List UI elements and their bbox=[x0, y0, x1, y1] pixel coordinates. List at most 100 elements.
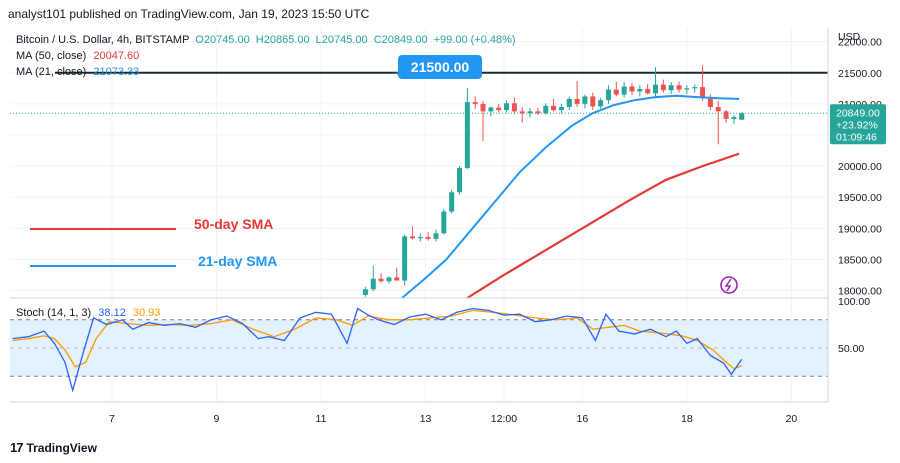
symbol-name: Bitcoin / U.S. Dollar, 4h, BITSTAMP bbox=[16, 34, 190, 46]
stoch-tick-label: 100.00 bbox=[838, 296, 870, 308]
moving-averages bbox=[401, 94, 740, 299]
y-tick-label: 19000.00 bbox=[838, 223, 882, 235]
candle-up bbox=[566, 98, 572, 108]
candle-down bbox=[613, 89, 619, 95]
candle-down bbox=[425, 237, 431, 239]
x-tick-label: 18 bbox=[681, 413, 693, 425]
candle-up bbox=[637, 88, 643, 92]
sma21-annotation: 21-day SMA bbox=[198, 253, 277, 269]
stochastic-pane bbox=[10, 307, 828, 393]
ma50-value: 20047.60 bbox=[93, 50, 140, 62]
ohlc-high: H20865.00 bbox=[255, 34, 310, 46]
candle-down bbox=[590, 96, 596, 107]
stoch-d-value: 30.93 bbox=[132, 307, 161, 319]
candle-down bbox=[676, 85, 682, 90]
candle-up bbox=[582, 96, 588, 104]
candle-up bbox=[653, 84, 659, 94]
candle-up bbox=[457, 167, 463, 193]
candle-down bbox=[480, 103, 486, 112]
candle-down bbox=[394, 277, 400, 281]
candle-up bbox=[558, 107, 564, 111]
candle-down bbox=[535, 111, 541, 114]
stoch-legend: Stoch (14, 1, 3) 38.12 30.93 bbox=[16, 307, 160, 319]
level-badge bbox=[398, 55, 482, 79]
y-tick-label: 18500.00 bbox=[838, 254, 882, 266]
candle-up bbox=[402, 236, 408, 281]
stoch-label: Stoch (14, 1, 3) bbox=[16, 307, 92, 319]
candle-up bbox=[739, 113, 745, 120]
price-tag-countdown: 01:09:46 bbox=[836, 131, 877, 143]
x-tick-label: 16 bbox=[576, 413, 588, 425]
candle-up bbox=[370, 278, 376, 290]
x-tick-label: 20 bbox=[786, 413, 798, 425]
alert-bolt-icon bbox=[724, 278, 732, 292]
candle-up bbox=[543, 105, 549, 114]
candle-up bbox=[504, 103, 510, 111]
symbol-legend: Bitcoin / U.S. Dollar, 4h, BITSTAMP O207… bbox=[16, 34, 516, 46]
candle-down bbox=[519, 111, 525, 114]
stoch-d-line bbox=[12, 309, 743, 370]
y-tick-label: 20000.00 bbox=[838, 161, 882, 173]
price-tag bbox=[830, 104, 886, 145]
candle-down bbox=[629, 86, 635, 92]
tradingview-logo[interactable]: 17 TradingView bbox=[10, 440, 97, 455]
candle-down bbox=[511, 103, 517, 112]
x-tick-label: 13 bbox=[420, 413, 432, 425]
candle-down bbox=[378, 278, 384, 282]
ma50-line bbox=[466, 152, 740, 299]
stoch-tick-label: 50.00 bbox=[838, 343, 864, 355]
candle-down bbox=[496, 107, 502, 111]
ma50-label: MA (50, close) bbox=[16, 50, 87, 62]
annotations: 21500.00 50-day SMA 21-day SMA 20849.00+23.… bbox=[10, 55, 886, 294]
candle-down bbox=[700, 87, 706, 98]
level-badge-pointer bbox=[395, 71, 410, 79]
candle-down bbox=[409, 236, 415, 239]
candle-up bbox=[731, 116, 737, 119]
ohlc-close: C20849.00 bbox=[373, 34, 428, 46]
publish-info: analyst101 published on TradingView.com,… bbox=[8, 7, 370, 21]
x-tick-label: 11 bbox=[316, 413, 327, 425]
tv-logo-icon: 17 bbox=[10, 440, 24, 455]
candle-up bbox=[527, 111, 533, 114]
x-tick-label: 7 bbox=[109, 413, 115, 425]
candle-up bbox=[464, 102, 470, 168]
candle-up bbox=[692, 87, 698, 89]
candle-up bbox=[433, 233, 439, 239]
candle-up bbox=[605, 89, 611, 101]
y-tick-label: 21500.00 bbox=[838, 68, 882, 80]
candle-down bbox=[574, 98, 580, 104]
candle-up bbox=[417, 237, 423, 239]
level-badge-text: 21500.00 bbox=[411, 59, 470, 75]
candle-up bbox=[488, 107, 494, 112]
candle-down bbox=[645, 88, 651, 94]
x-tick-label: 12:00 bbox=[491, 413, 517, 425]
candle-down bbox=[715, 107, 721, 112]
candle-up bbox=[441, 211, 447, 234]
price-tag-price: 20849.00 bbox=[836, 107, 880, 119]
candle-up bbox=[621, 86, 627, 95]
candle-down bbox=[707, 97, 713, 108]
y-tick-label: 22000.00 bbox=[838, 37, 882, 49]
candle-down bbox=[723, 111, 729, 119]
candle-up bbox=[449, 192, 455, 212]
tv-brand: TradingView bbox=[26, 440, 97, 455]
candles bbox=[362, 65, 745, 297]
ohlc-open: O20745.00 bbox=[195, 34, 250, 46]
candle-up bbox=[386, 277, 392, 282]
ohlc-low: L20745.00 bbox=[315, 34, 368, 46]
y-axis-currency: USD bbox=[838, 31, 861, 43]
ohlc-values: O20745.00 H20865.00 L20745.00 C20849.00 … bbox=[192, 34, 515, 46]
candle-down bbox=[660, 84, 666, 91]
candle-up bbox=[684, 88, 690, 90]
sma50-annotation: 50-day SMA bbox=[194, 216, 273, 232]
ma21-label: MA (21, close) bbox=[16, 66, 87, 78]
ma21-legend: MA (21, close) 21073.33 bbox=[16, 66, 139, 78]
ma50-legend: MA (50, close) 20047.60 bbox=[16, 50, 139, 62]
candle-down bbox=[472, 102, 478, 104]
ma21-line bbox=[401, 94, 740, 299]
x-tick-label: 9 bbox=[214, 413, 220, 425]
candle-up bbox=[598, 100, 604, 107]
y-tick-label: 19500.00 bbox=[838, 192, 882, 204]
stoch-k-line bbox=[12, 307, 743, 393]
